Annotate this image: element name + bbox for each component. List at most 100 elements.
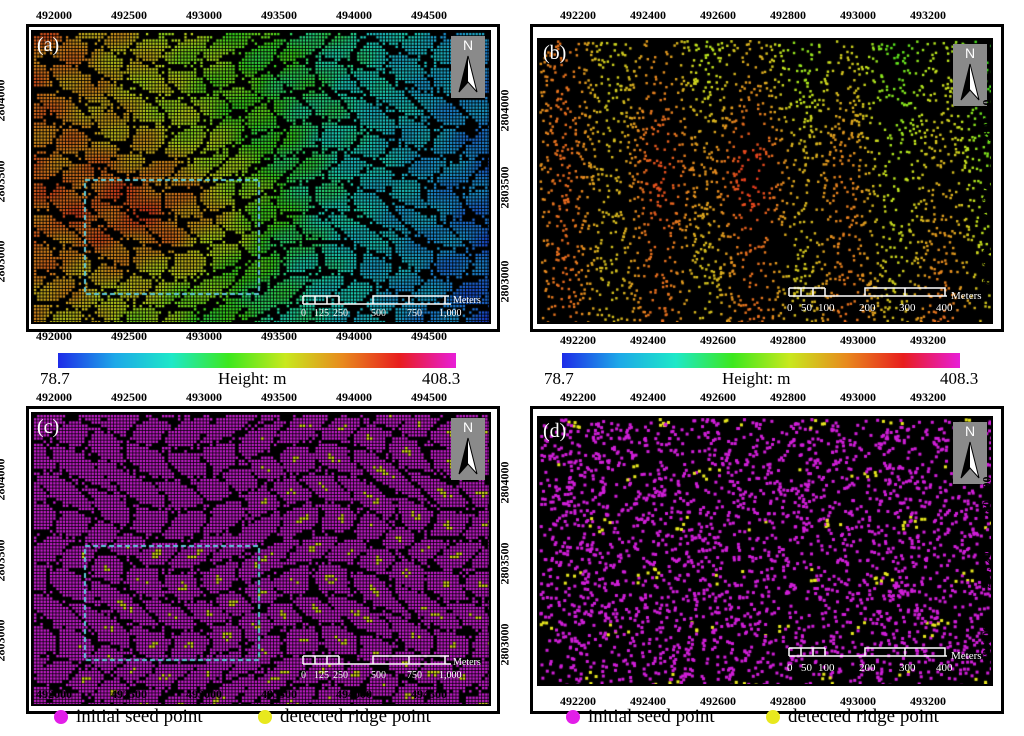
a-bottom-tick: 494000 <box>336 329 372 343</box>
north-arrow-icon: N <box>451 418 485 480</box>
b-top-tick: 493200 <box>910 8 946 22</box>
scale-unit: Meters <box>951 650 982 662</box>
d-right-tick: 2803200 <box>979 546 994 589</box>
scale-label-4: 300 <box>899 302 916 314</box>
a-top-tick: 492000 <box>36 8 72 22</box>
a-top-tick: 493500 <box>261 8 297 22</box>
b-left-tick: 2803500 <box>497 166 512 209</box>
a-bottom-tick: 492000 <box>36 329 72 343</box>
d-top-tick: 492400 <box>630 390 666 404</box>
a-left-tick: 2803500 <box>0 160 8 203</box>
c-bottom-tick: 494000 <box>336 687 372 701</box>
d-top-tick: 492600 <box>700 390 736 404</box>
b-bottom-tick: 493200 <box>910 333 946 347</box>
b-top-tick: 493000 <box>840 8 876 22</box>
b-left-tick: 2804000 <box>497 89 512 132</box>
north-label: N <box>462 37 474 53</box>
a-bottom-tick: 493000 <box>186 329 222 343</box>
colorbar-b <box>562 353 960 368</box>
colorbar-title-b: Height: m <box>722 369 791 388</box>
map-frame-a: (a) N 0 125 250 500 750 1,000 Meters <box>31 30 491 324</box>
d-top-tick: 493000 <box>840 390 876 404</box>
d-right-tick: 2803000 <box>979 619 994 662</box>
b-top-tick: 492600 <box>700 8 736 22</box>
b-bottom-tick: 492400 <box>630 333 666 347</box>
c-top-tick: 493000 <box>186 390 222 404</box>
c-top-tick: 494000 <box>336 390 372 404</box>
a-bottom-tick: 493500 <box>261 329 297 343</box>
colorbar-title-a: Height: m <box>218 369 287 388</box>
d-bottom-tick: 492800 <box>770 694 806 708</box>
panel-label-a: (a) <box>37 34 60 56</box>
scale-bar-c <box>302 655 451 665</box>
a-top-tick: 494000 <box>336 8 372 22</box>
scale-label-2: 250 <box>333 308 348 319</box>
b-right-tick: 2803400 <box>979 99 994 142</box>
d-top-tick: 493200 <box>910 390 946 404</box>
scale-label-1: 125 <box>314 670 329 681</box>
scale-label-2: 100 <box>818 302 835 314</box>
legend-ridge-a: detected ridge point <box>258 706 431 728</box>
b-left-tick: 2803000 <box>497 260 512 303</box>
scale-label-1: 125 <box>314 308 329 319</box>
b-bottom-tick: 492600 <box>700 333 736 347</box>
scale-bar-d <box>788 647 947 657</box>
c-top-tick: 492500 <box>111 390 147 404</box>
north-arrow-icon: N <box>953 422 987 484</box>
scale-bar-b <box>788 287 947 297</box>
b-right-tick: 2803000 <box>979 248 994 291</box>
legend-seed-label: initial seed point <box>76 706 203 727</box>
b-top-tick: 492400 <box>630 8 666 22</box>
a-top-tick: 492500 <box>111 8 147 22</box>
scale-label-3: 500 <box>371 670 386 681</box>
scale-label-0: 0 <box>787 662 793 674</box>
map-canvas-d <box>539 418 991 684</box>
d-top-tick: 492800 <box>770 390 806 404</box>
scale-unit: Meters <box>951 290 982 302</box>
a-top-tick: 494500 <box>411 8 447 22</box>
panel-label-c: (c) <box>37 416 60 438</box>
colorbar-min-b: 78.7 <box>544 369 574 388</box>
c-bottom-tick: 492000 <box>36 687 72 701</box>
scale-label-1: 50 <box>801 302 812 314</box>
scale-label-5: 1,000 <box>439 308 462 319</box>
a-left-tick: 2803000 <box>0 240 8 283</box>
map-frame-b: (b) N 0 50 100 200 300 400 Meters <box>537 38 993 324</box>
c-left-tick: 2803500 <box>0 539 8 582</box>
scale-label-0: 0 <box>301 308 306 319</box>
d-bottom-tick: 492600 <box>700 694 736 708</box>
scale-label-4: 750 <box>407 670 422 681</box>
seed-point-icon <box>54 710 68 724</box>
c-bottom-tick: 493000 <box>186 687 222 701</box>
b-top-tick: 492800 <box>770 8 806 22</box>
legend-ridge-b: detected ridge point <box>766 706 939 728</box>
seed-point-icon <box>566 710 580 724</box>
b-bottom-tick: 492800 <box>770 333 806 347</box>
legend-ridge-label: detected ridge point <box>788 706 939 727</box>
map-canvas-b <box>539 40 991 322</box>
legend-seed-label: initial seed point <box>588 706 715 727</box>
b-top-tick: 492200 <box>560 8 596 22</box>
panel-label-b: (b) <box>543 42 567 64</box>
c-bottom-tick: 492500 <box>111 687 147 701</box>
north-label: N <box>964 423 976 439</box>
d-top-tick: 492200 <box>560 390 596 404</box>
scale-label-3: 200 <box>859 302 876 314</box>
d-bottom-tick: 493000 <box>840 694 876 708</box>
c-bottom-tick: 493500 <box>261 687 297 701</box>
c-top-tick: 493500 <box>261 390 297 404</box>
scale-label-5: 1,000 <box>439 670 462 681</box>
scale-label-0: 0 <box>787 302 793 314</box>
legend-seed-b: initial seed point <box>566 706 715 728</box>
north-arrow-icon: N <box>451 36 485 98</box>
a-left-tick: 2804000 <box>0 79 8 122</box>
a-top-tick: 493000 <box>186 8 222 22</box>
d-bottom-tick: 492200 <box>560 694 596 708</box>
c-top-tick: 492000 <box>36 390 72 404</box>
c-bottom-tick: 494500 <box>411 687 447 701</box>
scale-label-3: 200 <box>859 662 876 674</box>
panel-label-d: (d) <box>543 420 567 442</box>
scale-label-0: 0 <box>301 670 306 681</box>
scale-label-5: 400 <box>936 662 953 674</box>
map-frame-d: (d) N 0 50 100 200 300 400 Meters <box>537 416 993 686</box>
